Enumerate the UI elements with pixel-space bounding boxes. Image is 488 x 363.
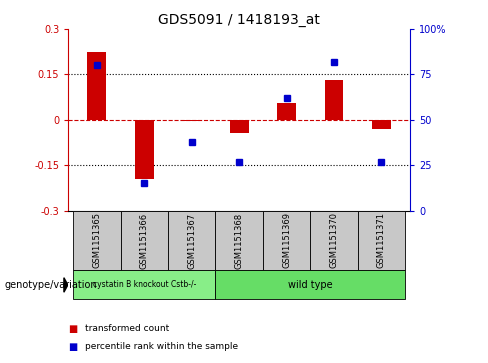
Text: GSM1151369: GSM1151369 [282,212,291,269]
Text: ■: ■ [68,323,78,334]
Bar [215,211,263,270]
Text: GSM1151366: GSM1151366 [140,212,149,269]
Bar [215,270,405,299]
Bar [277,103,296,120]
Bar [358,211,405,270]
Text: ■: ■ [68,342,78,352]
Bar [230,120,248,134]
Title: GDS5091 / 1418193_at: GDS5091 / 1418193_at [158,13,320,26]
Text: percentile rank within the sample: percentile rank within the sample [85,342,239,351]
Bar [263,211,310,270]
Bar [87,52,106,120]
Text: GSM1151368: GSM1151368 [235,212,244,269]
Polygon shape [64,278,68,292]
Text: GSM1151371: GSM1151371 [377,212,386,269]
Bar [121,211,168,270]
Text: GSM1151367: GSM1151367 [187,212,196,269]
Bar [325,81,344,120]
Bar [73,211,121,270]
Text: genotype/variation: genotype/variation [5,280,98,290]
Text: transformed count: transformed count [85,324,170,333]
Bar [182,120,201,121]
Text: cystatin B knockout Cstb-/-: cystatin B knockout Cstb-/- [93,281,196,289]
Bar [310,211,358,270]
Text: GSM1151370: GSM1151370 [329,212,339,269]
Bar [168,211,215,270]
Bar [372,120,391,129]
Bar [73,270,215,299]
Text: GSM1151365: GSM1151365 [92,212,102,269]
Text: wild type: wild type [288,280,333,290]
Bar [135,120,154,179]
